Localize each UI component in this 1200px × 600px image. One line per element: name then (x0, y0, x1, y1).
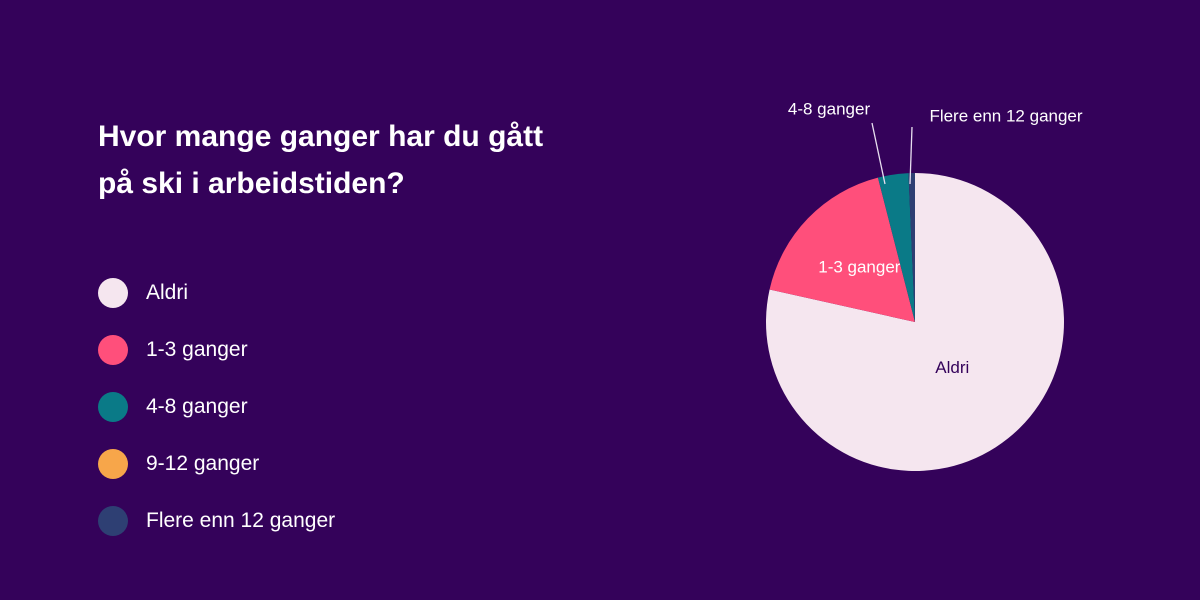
legend-label-9-12-ganger: 9-12 ganger (146, 451, 260, 475)
pie-slice-4-8-ganger (877, 173, 915, 322)
chart-title-line-2: på ski i arbeidstiden? (98, 167, 405, 200)
legend-label-1-3-ganger: 1-3 ganger (146, 337, 248, 361)
legend-item-4-8-ganger: 4-8 ganger (98, 378, 335, 435)
chart-title: Hvor mange ganger har du gått på ski i a… (98, 113, 658, 207)
legend-label-flere-enn-12-ganger: Flere enn 12 ganger (146, 508, 336, 532)
pie-label-1-3-ganger: 1-3 ganger (818, 258, 901, 277)
legend-swatch-4-8-ganger (98, 391, 128, 422)
chart-title-line-1: Hvor mange ganger har du gått (98, 120, 544, 153)
legend-swatch-flere-enn-12-ganger (98, 505, 128, 536)
legend-swatch-1-3-ganger (98, 334, 128, 365)
legend-item-9-12-ganger: 9-12 ganger (98, 435, 335, 492)
legend-item-flere-enn-12-ganger: Flere enn 12 ganger (98, 492, 335, 549)
pie-label-aldri: Aldri (935, 358, 969, 377)
legend-swatch-aldri (98, 277, 128, 308)
legend-item-1-3-ganger: 1-3 ganger (98, 321, 335, 378)
legend-label-4-8-ganger: 4-8 ganger (146, 394, 248, 418)
legend-swatch-9-12-ganger (98, 448, 128, 479)
chart-legend: Aldri 1-3 ganger 4-8 ganger 9-12 ganger … (98, 264, 335, 549)
pie-label-flere-enn-12-ganger: Flere enn 12 ganger (929, 106, 1082, 125)
pie-label-4-8-ganger: 4-8 ganger (788, 99, 871, 118)
pie-slice-1-3-ganger (769, 177, 915, 322)
legend-label-aldri: Aldri (146, 280, 189, 304)
pie-slice-flere-enn-12-ganger (908, 173, 915, 322)
pie-leader-line-flere-enn-12-ganger (909, 126, 913, 185)
pie-leader-line-4-8-ganger (871, 122, 886, 185)
legend-item-aldri: Aldri (98, 264, 335, 321)
